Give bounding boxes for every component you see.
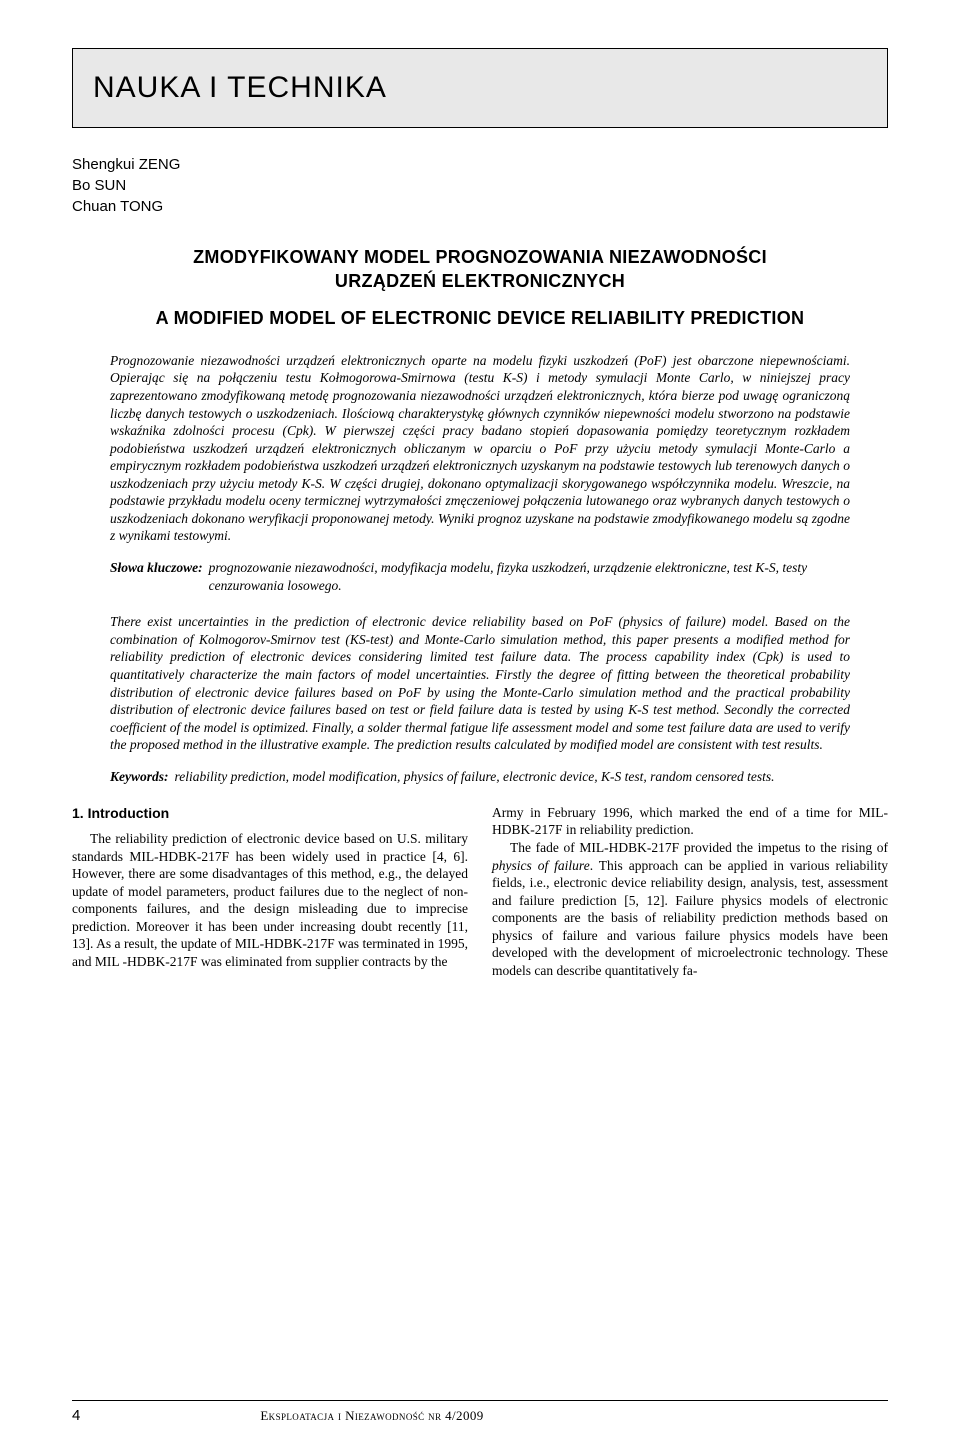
footer-journal: Eksploatacja i Niezawodność nr 4/2009 [260, 1408, 483, 1424]
right-column: Army in February 1996, which marked the … [492, 804, 888, 979]
title-pl-line1: ZMODYFIKOWANY MODEL PROGNOZOWANIA NIEZAW… [72, 245, 888, 269]
left-column: 1. Introduction The reliability predicti… [72, 804, 468, 979]
page-number: 4 [72, 1407, 80, 1424]
paper-titles: ZMODYFIKOWANY MODEL PROGNOZOWANIA NIEZAW… [72, 245, 888, 330]
section-header-box: NAUKA I TECHNIKA [72, 48, 888, 128]
title-en: A MODIFIED MODEL OF ELECTRONIC DEVICE RE… [72, 306, 888, 330]
page-footer: 4 Eksploatacja i Niezawodność nr 4/2009 [72, 1400, 888, 1424]
abstract-pl-text: Prognozowanie niezawodności urządzeń ele… [110, 352, 850, 545]
keywords-en-label: Keywords: [110, 768, 169, 786]
intro-right-p2a: The fade of MIL-HDBK-217F provided the i… [510, 840, 888, 855]
intro-right-p2b: . This approach can be applied in variou… [492, 858, 888, 978]
author-line: Bo SUN [72, 175, 888, 196]
intro-heading: 1. Introduction [72, 804, 468, 822]
keywords-en-text: reliability prediction, model modificati… [169, 768, 775, 786]
title-pl-line2: URZĄDZEŃ ELEKTRONICZNYCH [72, 269, 888, 293]
authors-block: Shengkui ZENG Bo SUN Chuan TONG [72, 154, 888, 217]
intro-right-para2: The fade of MIL-HDBK-217F provided the i… [492, 839, 888, 979]
abstract-pl: Prognozowanie niezawodności urządzeń ele… [72, 352, 888, 545]
abstract-en-text: There exist uncertainties in the predict… [110, 613, 850, 753]
intro-right-para1: Army in February 1996, which marked the … [492, 804, 888, 839]
abstract-en: There exist uncertainties in the predict… [72, 613, 888, 753]
keywords-pl-label: Słowa kluczowe: [110, 559, 203, 595]
keywords-pl: Słowa kluczowe: prognozowanie niezawodno… [72, 559, 888, 595]
author-line: Shengkui ZENG [72, 154, 888, 175]
footer-row: 4 Eksploatacja i Niezawodność nr 4/2009 [72, 1407, 888, 1424]
intro-left-para: The reliability prediction of electronic… [72, 830, 468, 970]
physics-of-failure-term: physics of failure [492, 858, 590, 873]
footer-rule [72, 1400, 888, 1401]
keywords-en: Keywords: reliability prediction, model … [72, 768, 888, 786]
author-line: Chuan TONG [72, 196, 888, 217]
section-header-title: NAUKA I TECHNIKA [93, 71, 867, 105]
body-columns: 1. Introduction The reliability predicti… [72, 804, 888, 979]
keywords-pl-text: prognozowanie niezawodności, modyfikacja… [203, 559, 850, 595]
